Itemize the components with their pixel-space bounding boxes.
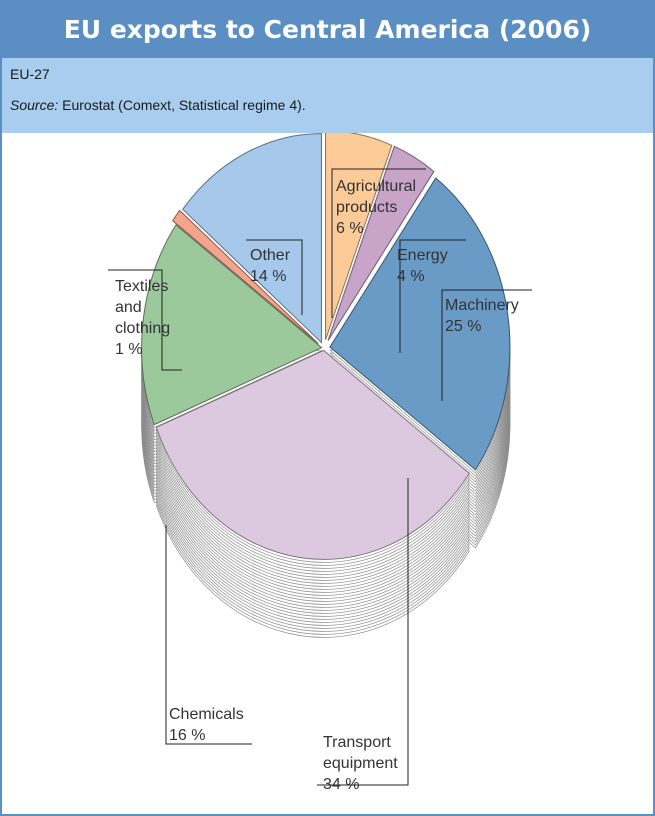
- slice-label-line: Machinery: [445, 297, 519, 314]
- leader-line-energy: [399, 239, 466, 353]
- pie-slice-chemicals: [141, 224, 323, 426]
- slice-label-line: 14 %: [250, 268, 286, 285]
- leader-line-chemicals: [165, 525, 252, 745]
- slice-label-line: 4 %: [397, 268, 425, 285]
- slice-label-line: Other: [250, 247, 291, 264]
- pie-chart: Agricultural products 6 % Energy 4 % Machiner…: [108, 133, 532, 793]
- pie-slice-machinery: [329, 177, 511, 471]
- pie-slice-agricultural-products: [325, 133, 393, 340]
- leader-line-other: [246, 239, 303, 315]
- slice-label-chemicals: Chemicals 16 %: [169, 706, 244, 744]
- source-label: Source:: [10, 97, 59, 113]
- slice-label-transport-equipment: Transport equipment 34 %: [323, 734, 398, 793]
- leader-line-textiles-and-clothing: [108, 269, 182, 371]
- slice-label-line: Transport: [323, 734, 391, 751]
- slice-label-line: Energy: [397, 247, 448, 264]
- slice-label-line: clothing: [115, 320, 170, 337]
- chart-subtitle: EU-27: [10, 66, 50, 82]
- pie-slice-energy: [327, 145, 435, 341]
- chart-source: Source: Eurostat (Comext, Statistical re…: [10, 97, 306, 113]
- pie-slice-other: [182, 133, 322, 344]
- chart-title: EU exports to Central America (2006): [2, 2, 653, 58]
- leader-line-agricultural-products: [331, 168, 426, 318]
- source-text: Eurostat (Comext, Statistical regime 4).: [62, 97, 306, 113]
- pie-slices: [141, 133, 511, 560]
- leader-line-machinery: [441, 289, 532, 401]
- chart-header: EU exports to Central America (2006) EU-…: [2, 2, 653, 133]
- slice-label-machinery: Machinery 25 %: [445, 297, 519, 335]
- pie-slice-transport-equipment: [155, 349, 470, 560]
- leader-line-transport-equipment: [317, 478, 409, 786]
- slice-label-line: equipment: [323, 755, 398, 772]
- slice-label-agricultural-products: Agricultural products 6 %: [336, 178, 416, 237]
- pie-slice-textiles-and-clothing: [172, 209, 319, 344]
- slice-label-line: Textiles: [115, 278, 168, 295]
- slice-label-line: 6 %: [336, 220, 364, 237]
- slice-label-textiles-and-clothing: Textiles and clothing 1 %: [115, 278, 170, 358]
- slice-label-line: 34 %: [323, 776, 359, 793]
- slice-label-line: products: [336, 199, 397, 216]
- slice-label-line: 1 %: [115, 341, 143, 358]
- slice-label-line: and: [115, 299, 142, 316]
- slice-label-energy: Energy 4 %: [397, 247, 448, 285]
- slice-label-other: Other 14 %: [250, 247, 291, 285]
- slice-label-line: Chemicals: [169, 706, 244, 723]
- slice-label-line: 25 %: [445, 318, 481, 335]
- pie-labels: Agricultural products 6 % Energy 4 % Machiner…: [108, 168, 532, 793]
- slice-label-line: Agricultural: [336, 178, 416, 195]
- slice-label-line: 16 %: [169, 727, 205, 744]
